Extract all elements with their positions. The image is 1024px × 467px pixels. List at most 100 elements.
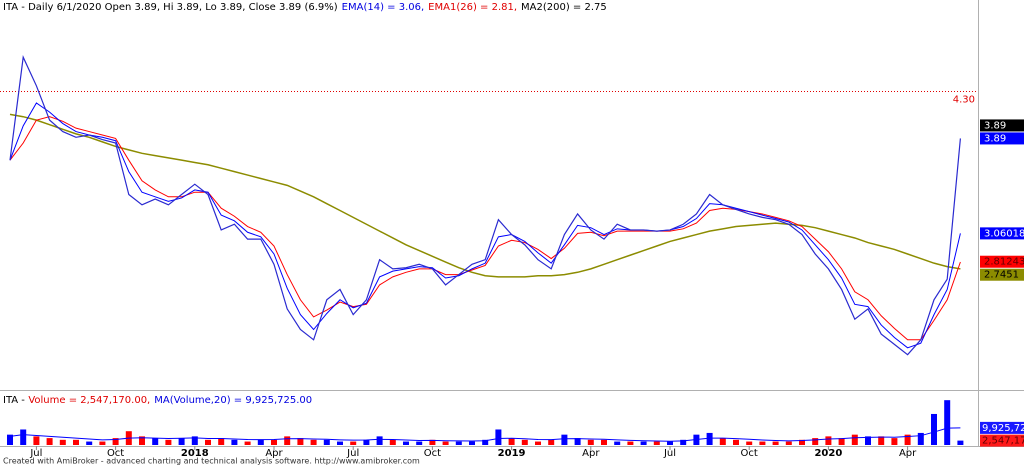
volume-bar	[59, 439, 66, 445]
price-line	[9, 55, 961, 356]
volume-bar	[957, 440, 964, 445]
x-tick-label: Apr	[582, 448, 600, 459]
volume-bar	[917, 432, 924, 445]
volume-bar	[152, 438, 159, 445]
volume-bar	[719, 438, 726, 445]
volume-bar	[165, 439, 172, 445]
price-label-box	[980, 132, 1024, 145]
volume-label-box	[980, 421, 1024, 434]
price-line	[9, 113, 961, 278]
volume-bar	[574, 438, 581, 445]
header-part: ITA -	[3, 395, 25, 406]
volume-bar	[706, 432, 713, 445]
volume-bar	[337, 441, 343, 445]
volume-bar	[799, 439, 805, 445]
volume-bar	[442, 441, 449, 445]
volume-bar	[429, 439, 436, 445]
volume-bar	[99, 441, 106, 445]
price-label: 3.89	[984, 120, 1006, 131]
volume-bar	[759, 441, 766, 445]
volume-bar	[561, 434, 568, 445]
volume-bar	[271, 439, 277, 445]
header-part: EMA1(26) = 2.81,	[428, 2, 517, 13]
volume-bar	[350, 441, 357, 445]
volume-bar	[812, 438, 819, 445]
volume-bar	[139, 436, 145, 445]
price-label-box	[980, 268, 1024, 281]
x-tick-label: Oct	[424, 448, 441, 459]
volume-label-box	[980, 434, 1024, 447]
price-label-box	[980, 227, 1024, 240]
volume-label: 9,925,725	[982, 423, 1024, 434]
price-label-box	[980, 119, 1024, 132]
x-tick-label: Apr	[265, 448, 283, 459]
volume-bar	[627, 441, 634, 445]
volume-bar	[323, 439, 330, 445]
volume-bar	[218, 438, 225, 445]
level-label: 4.30	[953, 95, 975, 106]
volume-bar	[667, 441, 673, 445]
volume-bar	[825, 436, 832, 445]
volume-bar	[653, 441, 660, 445]
volume-bar	[944, 400, 951, 445]
volume-bar	[904, 434, 911, 445]
x-tick-label: Oct	[741, 448, 758, 459]
volume-bar	[363, 439, 370, 445]
volume-bar	[931, 413, 937, 445]
volume-bar	[785, 441, 792, 445]
x-tick-label: Jul	[346, 448, 359, 459]
x-tick-label: Jul	[663, 448, 676, 459]
volume-bar	[746, 441, 753, 445]
volume-bar	[733, 439, 739, 445]
volume-bar	[7, 434, 13, 445]
price-label: 2.81243	[984, 257, 1024, 268]
volume-bar	[587, 439, 594, 445]
volume-bar	[297, 438, 304, 445]
volume-bar	[389, 439, 396, 445]
volume-bar	[46, 438, 53, 445]
volume-bar	[865, 436, 871, 445]
price-line	[9, 116, 961, 341]
x-tick-label: 2020	[814, 448, 842, 459]
volume-bar	[310, 439, 317, 445]
price-label: 2.7451	[984, 270, 1019, 281]
volume-bar	[376, 436, 383, 445]
price-line	[9, 102, 961, 349]
header: ITA - Daily 6/1/2020 Open 3.89, Hi 3.89,…	[3, 2, 607, 13]
volume-bar	[231, 439, 238, 445]
volume-bar	[455, 441, 462, 445]
volume-bar	[178, 438, 185, 445]
x-tick-label: Oct	[107, 448, 124, 459]
volume-bar	[614, 441, 621, 445]
volume-bar	[878, 436, 885, 445]
volume-bar	[508, 438, 515, 445]
header: ITA - Volume = 2,547,170.00, MA(Volume,20)…	[3, 395, 312, 406]
volume-bar	[284, 436, 291, 445]
volume-bar	[33, 436, 40, 445]
header-part: MA(Volume,20) = 9,925,725.00	[154, 395, 312, 406]
volume-bar	[772, 441, 779, 445]
volume-bar	[601, 439, 607, 445]
volume-bar	[112, 438, 119, 445]
volume-bar	[205, 439, 211, 445]
volume-bar	[86, 441, 93, 445]
price-label-box	[980, 255, 1024, 268]
volume-bar	[20, 429, 27, 445]
volume-label: 2,547,170	[982, 436, 1024, 447]
volume-bar	[191, 436, 198, 445]
footer: Created with AmiBroker - advanced charti…	[3, 457, 420, 466]
volume-bar	[640, 441, 647, 445]
volume-bar	[73, 439, 79, 445]
header-part: Volume = 2,547,170.00,	[28, 395, 150, 406]
volume-ma-line	[9, 427, 961, 442]
volume-bar	[416, 441, 423, 445]
volume-bar	[680, 439, 687, 445]
volume-bar	[495, 429, 502, 445]
volume-bar	[403, 441, 409, 445]
volume-bar	[482, 439, 489, 445]
price-label: 3.06018	[984, 228, 1024, 239]
header-part: EMA(14) = 3.06,	[342, 2, 425, 13]
volume-bar	[535, 441, 541, 445]
